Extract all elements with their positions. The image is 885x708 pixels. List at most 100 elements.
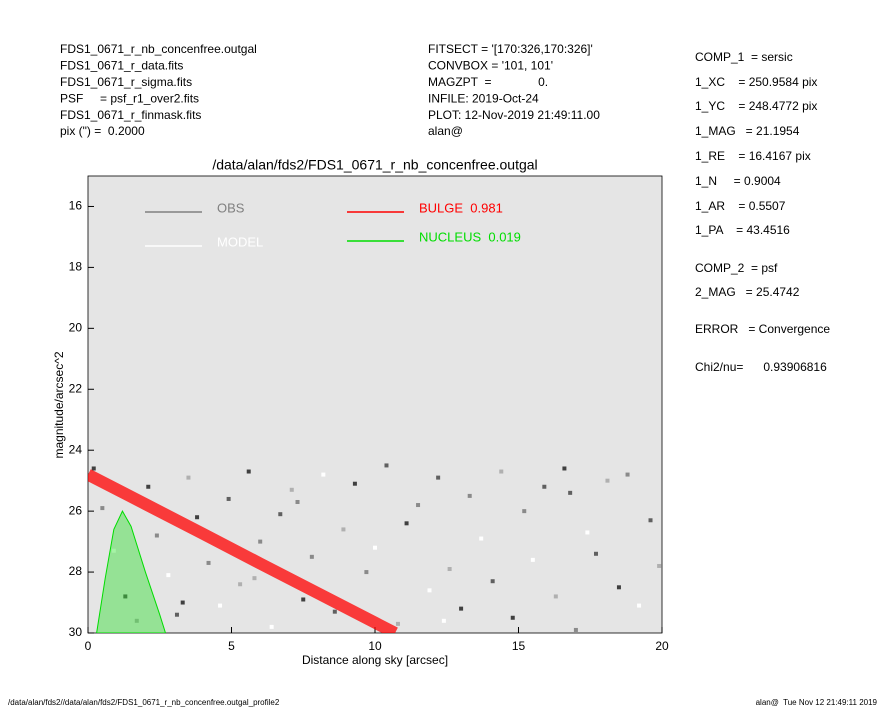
- x-tick-label: 15: [512, 639, 526, 653]
- header-middle-line: MAGZPT = 0.: [428, 75, 548, 89]
- header-right-line: 1_AR = 0.5507: [695, 199, 786, 213]
- y-tick-label: 30: [69, 625, 83, 639]
- obs-point: [436, 475, 441, 480]
- legend-label: NUCLEUS 0.019: [419, 229, 521, 244]
- obs-point: [238, 582, 243, 587]
- obs-point: [467, 493, 472, 498]
- obs-point: [625, 472, 630, 477]
- obs-point: [562, 466, 567, 471]
- obs-point: [510, 615, 515, 620]
- obs-point: [186, 475, 191, 480]
- obs-point: [341, 527, 346, 532]
- legend-label: OBS: [217, 200, 245, 215]
- obs-point: [289, 487, 294, 492]
- obs-point: [568, 490, 573, 495]
- obs-point: [637, 603, 642, 608]
- obs-point: [309, 554, 314, 559]
- y-tick-label: 24: [69, 442, 83, 456]
- header-left-line: PSF = psf_r1_over2.fits: [60, 91, 199, 105]
- bulge-profile: [88, 469, 398, 633]
- obs-point: [530, 557, 535, 562]
- x-tick-label: 5: [228, 639, 235, 653]
- obs-point: [573, 627, 578, 632]
- header-left-line: pix (") = 0.2000: [60, 124, 145, 138]
- obs-point: [441, 618, 446, 623]
- obs-point: [447, 567, 452, 572]
- header-middle-line: PLOT: 12-Nov-2019 21:49:11.00: [428, 108, 600, 122]
- y-tick-label: 20: [69, 321, 83, 335]
- obs-point: [479, 536, 484, 541]
- x-tick-label: 20: [655, 639, 669, 653]
- obs-point: [459, 606, 464, 611]
- obs-point: [134, 618, 139, 623]
- header-left-line: FDS1_0671_r_nb_concenfree.outgal: [60, 42, 257, 56]
- header-right-line: 1_PA = 43.4516: [695, 223, 790, 237]
- obs-point: [648, 518, 653, 523]
- obs-point: [553, 594, 558, 599]
- obs-point: [395, 621, 400, 626]
- y-tick-label: 16: [69, 199, 83, 213]
- obs-point: [616, 585, 621, 590]
- y-tick-label: 18: [69, 260, 83, 274]
- header-left-line: FDS1_0671_r_data.fits: [60, 59, 183, 73]
- footer-left: /data/alan/fds2//data/alan/fds2/FDS1_067…: [8, 698, 280, 707]
- x-tick-label: 0: [85, 639, 92, 653]
- obs-point: [206, 560, 211, 565]
- obs-point: [246, 469, 251, 474]
- obs-point: [91, 466, 96, 471]
- obs-point: [100, 506, 105, 511]
- header-right-line: 1_XC = 250.9584 pix: [695, 75, 817, 89]
- obs-point: [278, 512, 283, 517]
- header-right-line: COMP_2 = psf: [695, 261, 778, 275]
- header-right-line: 1_YC = 248.4772 pix: [695, 99, 817, 113]
- y-tick-label: 22: [69, 381, 83, 395]
- obs-point: [384, 463, 389, 468]
- legend-label: BULGE 0.981: [419, 200, 503, 215]
- obs-point: [195, 515, 200, 520]
- header-right-line: 1_MAG = 21.1954: [695, 124, 800, 138]
- obs-point: [332, 609, 337, 614]
- obs-point: [657, 563, 662, 568]
- y-tick-label: 28: [69, 564, 83, 578]
- header-middle-line: FITSECT = '[170:326,170:326]': [428, 42, 593, 56]
- obs-point: [146, 484, 151, 489]
- obs-point: [416, 503, 421, 508]
- obs-point: [269, 624, 274, 629]
- y-axis-label: magnitude/arcsec^2: [52, 351, 66, 458]
- header-middle-line: alan@: [428, 124, 463, 138]
- obs-point: [373, 545, 377, 550]
- obs-point: [174, 612, 179, 617]
- header-right-line: ERROR = Convergence: [695, 322, 830, 336]
- header-right-line: COMP_1 = sersic: [695, 50, 793, 64]
- obs-point: [295, 499, 300, 504]
- header-right-line: 1_RE = 16.4167 pix: [695, 149, 811, 163]
- header-left-line: FDS1_0671_r_finmask.fits: [60, 108, 201, 122]
- obs-point: [154, 533, 159, 538]
- obs-point: [258, 539, 263, 544]
- header-right-line: Chi2/nu= 0.93906816: [695, 360, 827, 374]
- header-right-line: 2_MAG = 25.4742: [695, 285, 800, 299]
- obs-point: [542, 484, 547, 489]
- obs-point: [111, 548, 116, 553]
- obs-point: [364, 570, 369, 575]
- obs-point: [605, 478, 610, 483]
- header-middle-line: CONVBOX = '101, 101': [428, 59, 553, 73]
- obs-point: [427, 588, 432, 593]
- obs-point: [404, 521, 409, 526]
- footer-right: alan@ Tue Nov 12 21:49:11 2019: [756, 698, 878, 707]
- obs-point: [218, 603, 223, 608]
- plot-area: [87, 175, 663, 634]
- obs-point: [321, 472, 326, 477]
- header-left-line: FDS1_0671_r_sigma.fits: [60, 75, 192, 89]
- chart-title: /data/alan/fds2/FDS1_0671_r_nb_concenfre…: [212, 157, 537, 173]
- x-tick-label: 10: [368, 639, 382, 653]
- obs-point: [226, 496, 231, 501]
- obs-point: [522, 509, 527, 514]
- obs-point: [593, 551, 598, 556]
- legend-label: MODEL: [217, 234, 263, 249]
- y-tick-label: 26: [69, 503, 83, 517]
- obs-point: [301, 597, 306, 602]
- header-middle-line: INFILE: 2019-Oct-24: [428, 91, 539, 105]
- obs-point: [585, 530, 590, 535]
